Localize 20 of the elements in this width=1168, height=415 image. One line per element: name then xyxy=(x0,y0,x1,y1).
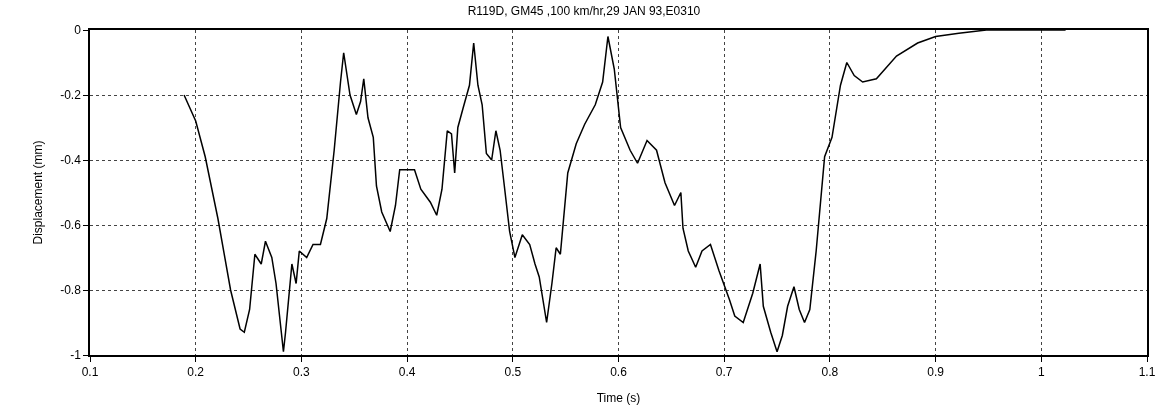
y-tick-label: 0 xyxy=(74,23,82,38)
x-tick-label: 0.6 xyxy=(610,365,628,380)
x-tick-label: 0.3 xyxy=(293,365,311,380)
x-tick-label: 0.4 xyxy=(398,365,416,380)
x-tick-label: 0.2 xyxy=(187,365,205,380)
x-tick-label: 1 xyxy=(1037,365,1045,380)
chart-title: R119D, GM45 ,100 km/hr,29 JAN 93,E0310 xyxy=(467,3,701,18)
x-tick-label: 0.7 xyxy=(715,365,733,380)
y-tick-label: -0.2 xyxy=(60,88,82,103)
x-tick-label: 1.1 xyxy=(1138,365,1156,380)
y-tick-label: -0.8 xyxy=(60,283,82,298)
x-tick-label: 0.5 xyxy=(504,365,522,380)
x-tick-label: 0.1 xyxy=(81,365,99,380)
x-tick-label: 0.9 xyxy=(927,365,945,380)
y-tick-label: -1 xyxy=(70,348,82,363)
y-tick-label: -0.6 xyxy=(60,218,82,233)
x-axis-title: Time (s) xyxy=(596,390,641,405)
x-tick-label: 0.8 xyxy=(821,365,839,380)
y-axis-title: Displacement (mm) xyxy=(30,140,45,245)
y-tick-label: -0.4 xyxy=(60,153,82,168)
